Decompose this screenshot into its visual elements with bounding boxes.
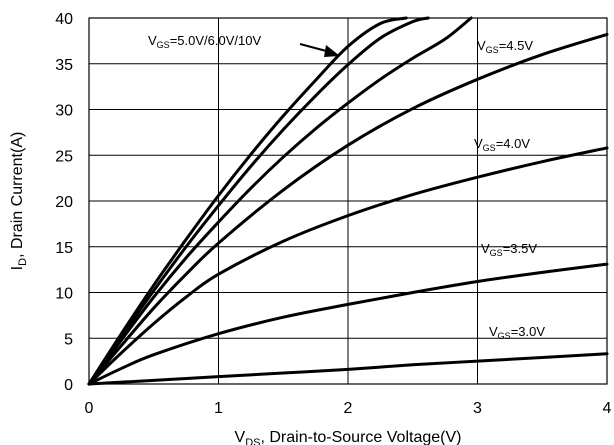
series-line-vgs-10v <box>87 16 408 386</box>
series-line-vgs-4-5v <box>87 32 609 386</box>
y-tick-label: 0 <box>64 377 73 394</box>
x-tick-label: 3 <box>473 400 482 417</box>
series-line-vgs-4-0v <box>87 146 609 386</box>
annotation-label: VGS=5.0V/6.0V/10V <box>148 33 261 50</box>
annotations: VGS=5.0V/6.0V/10V VGS=4.5V VGS=4.0V VGS=3.5… <box>148 33 545 341</box>
annotation-label: VGS=3.5V <box>481 241 537 258</box>
y-tick-label: 25 <box>55 148 73 165</box>
series-line-vgs-6-0v <box>87 16 430 386</box>
y-tick-label: 40 <box>55 11 73 28</box>
plot-frame <box>88 17 608 385</box>
series-line-vgs-3-5v <box>87 262 609 386</box>
x-axis-title: VDS, Drain-to-Source Voltage(V) <box>235 429 462 445</box>
x-tick-label: 1 <box>214 400 223 417</box>
series-lines <box>87 16 609 386</box>
y-tick-label: 15 <box>55 240 73 257</box>
annotation-arrow-head <box>324 45 340 57</box>
x-tick-label: 0 <box>85 400 94 417</box>
series-line-vgs-5-0v <box>87 16 473 386</box>
y-tick-label: 20 <box>55 194 73 211</box>
y-tick-label: 10 <box>55 286 73 303</box>
x-tick-label: 4 <box>603 400 612 417</box>
annotation-label: VGS=3.0V <box>489 324 545 341</box>
y-tick-label: 5 <box>64 331 73 348</box>
y-axis-title: ID, Drain Current(A) <box>9 132 29 271</box>
x-tick-label: 2 <box>344 400 353 417</box>
annotation-label: VGS=4.0V <box>474 136 530 153</box>
annotation-label: VGS=4.5V <box>477 38 533 55</box>
y-tick-label: 35 <box>55 57 73 74</box>
series-line-vgs-3-0v <box>87 352 609 386</box>
annotation-arrow-shaft <box>299 43 331 53</box>
y-tick-label: 30 <box>55 103 73 120</box>
